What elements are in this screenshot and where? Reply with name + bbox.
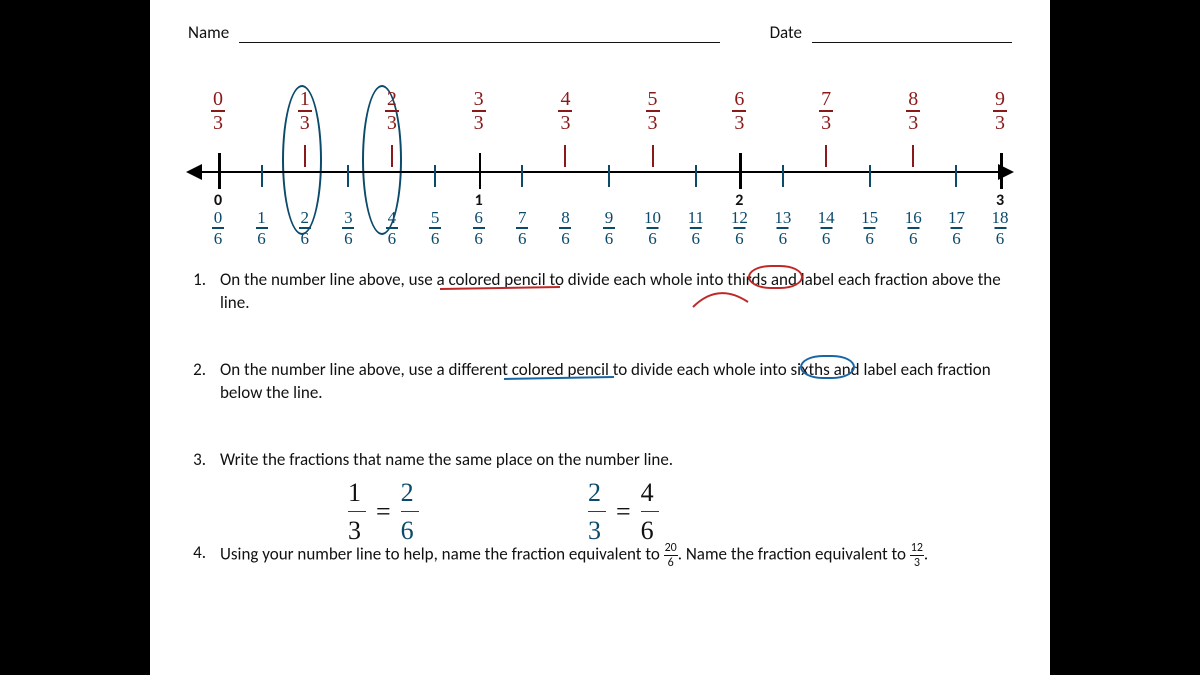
q1-anno-circle <box>748 265 803 289</box>
arrow-left-icon <box>186 164 202 180</box>
sixths-fraction: 126 <box>731 209 748 247</box>
question-1: 1. On the number line above, use a color… <box>188 269 1012 315</box>
date-blank <box>812 26 1012 43</box>
tick-sixth <box>434 165 436 187</box>
tick-third <box>825 145 827 167</box>
thirds-fraction: 83 <box>906 89 920 133</box>
q2-anno-circle <box>800 355 855 379</box>
q3-text: Write the fractions that name the same p… <box>220 449 1012 472</box>
tick-whole <box>479 153 482 189</box>
q4-text: Using your number line to help, name the… <box>220 542 1012 569</box>
sixths-fraction: 146 <box>818 209 835 247</box>
tick-third <box>652 145 654 167</box>
name-blank <box>239 26 719 43</box>
sixths-fraction: 86 <box>559 209 571 247</box>
tick-sixth <box>695 165 697 187</box>
axis <box>188 171 1012 173</box>
q1-anno-swoosh <box>688 287 768 317</box>
sixths-fraction: 116 <box>688 209 704 247</box>
thirds-fraction: 33 <box>472 89 486 133</box>
q3-eq-2: 23 = 46 <box>588 475 659 549</box>
date-label: Date <box>770 22 802 43</box>
sixths-fraction: 166 <box>905 209 922 247</box>
thirds-fraction: 63 <box>732 89 746 133</box>
tick-sixth <box>782 165 784 187</box>
tick-whole <box>1000 153 1003 189</box>
question-4: 4. Using your number line to help, name … <box>188 542 1012 569</box>
q1-num: 1. <box>188 269 206 315</box>
tick-sixth <box>869 165 871 187</box>
sixths-fraction: 16 <box>256 209 268 247</box>
thirds-fraction: 53 <box>646 89 660 133</box>
sixths-fraction: 06 <box>212 209 224 247</box>
q2-num: 2. <box>188 359 206 405</box>
q1-text: On the number line above, use a colored … <box>220 269 1012 315</box>
q3-num: 3. <box>188 449 206 472</box>
questions: 1. On the number line above, use a color… <box>188 269 1012 569</box>
number-line <box>188 153 1012 189</box>
number-line-region: 0123031323334353637383930616263646566676… <box>188 57 1012 257</box>
tick-whole <box>739 153 742 189</box>
tick-whole <box>218 153 221 189</box>
tick-third <box>304 145 306 167</box>
sixths-fraction: 46 <box>386 209 398 247</box>
tick-sixth <box>347 165 349 187</box>
name-label: Name <box>188 22 229 43</box>
header-row: Name Date <box>188 22 1012 43</box>
worksheet-page: Name Date 012303132333435363738393061626… <box>150 0 1050 675</box>
sixths-fraction: 26 <box>299 209 311 247</box>
sixths-fraction: 76 <box>516 209 528 247</box>
sixths-fraction: 66 <box>473 209 485 247</box>
thirds-fraction: 43 <box>558 89 572 133</box>
tick-sixth <box>521 165 523 187</box>
question-3: 3. Write the fractions that name the sam… <box>188 449 1012 472</box>
sixths-fraction: 96 <box>603 209 615 247</box>
thirds-fraction: 23 <box>385 89 399 133</box>
tick-sixth <box>608 165 610 187</box>
sixths-fraction: 156 <box>861 209 878 247</box>
thirds-fraction: 03 <box>211 89 225 133</box>
q4-num: 4. <box>188 542 206 569</box>
q2-text: On the number line above, use a differen… <box>220 359 1012 405</box>
tick-third <box>391 145 393 167</box>
sixths-fraction: 186 <box>992 209 1009 247</box>
question-2: 2. On the number line above, use a diffe… <box>188 359 1012 405</box>
sixths-fraction: 176 <box>948 209 965 247</box>
tick-third <box>912 145 914 167</box>
thirds-fraction: 93 <box>993 89 1007 133</box>
thirds-fraction: 13 <box>298 89 312 133</box>
tick-sixth <box>261 165 263 187</box>
sixths-fraction: 136 <box>774 209 791 247</box>
q3-eq-1: 13 = 26 <box>348 475 419 549</box>
tick-third <box>564 145 566 167</box>
sixths-fraction: 56 <box>429 209 441 247</box>
sixths-fraction: 36 <box>342 209 354 247</box>
thirds-fraction: 73 <box>819 89 833 133</box>
tick-sixth <box>955 165 957 187</box>
sixths-fraction: 106 <box>644 209 661 247</box>
